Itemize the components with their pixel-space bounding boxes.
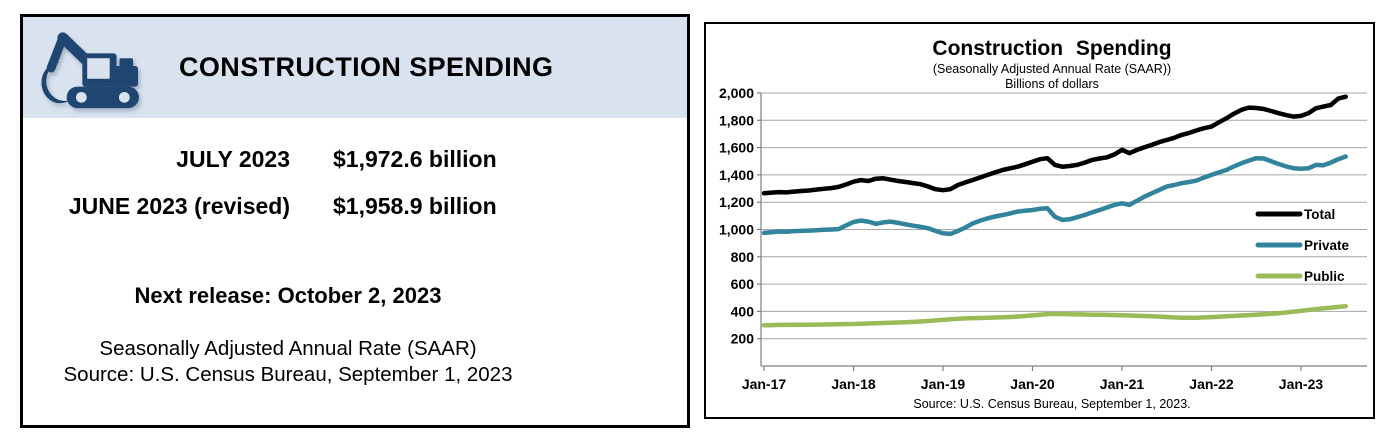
chart-panel: Construction Spending (Seasonally Adjust… (704, 22, 1375, 419)
series-line-private (761, 154, 1348, 237)
chart-title: Construction Spending (932, 37, 1171, 60)
chart-subtitle-saar: (Seasonally Adjusted Annual Rate (SAAR)) (933, 62, 1171, 76)
y-axis-label-2000: 2,000 (719, 85, 754, 101)
y-axis-label-1400: 1,400 (719, 167, 754, 183)
x-axis-label-Jan-20: Jan-20 (1010, 376, 1055, 392)
saar-note-text: Seasonally Adjusted Annual Rate (SAAR) (99, 337, 477, 360)
summary-header-band: CONSTRUCTION SPENDING (23, 17, 687, 118)
y-axis-label-1000: 1,000 (719, 222, 754, 238)
legend-label-public: Public (1304, 269, 1345, 284)
stat-label-july: JULY 2023 (176, 146, 290, 172)
data-series (761, 94, 1348, 328)
construction-spending-chart: Construction Spending (Seasonally Adjust… (719, 37, 1367, 411)
stat-row-july: JULY 2023 $1,972.6 billion (23, 144, 497, 174)
chart-legend: Total Private Public (1255, 207, 1350, 284)
y-axis-labels: 200 400 600 800 1,000 1,200 1,400 1,600 1,800 2,0… (719, 85, 754, 347)
series-line-total (761, 94, 1348, 196)
gridlines (761, 92, 1367, 340)
stat-row-june: JUNE 2023 (revised) $1,958.9 billion (23, 191, 497, 221)
page-title: CONSTRUCTION SPENDING (179, 52, 554, 82)
x-axis-label-Jan-18: Jan-18 (831, 376, 876, 392)
x-axis-labels: Jan-17 Jan-18 Jan-19 Jan-20 Jan-21 Jan-22 Jan-… (742, 376, 1324, 392)
y-axis-label-400: 400 (731, 303, 755, 319)
next-release-text: Next release: October 2, 2023 (134, 283, 442, 308)
y-axis-label-600: 600 (731, 276, 755, 292)
excavator-icon (37, 25, 155, 111)
stat-value-june: $1,958.9 billion (333, 193, 497, 219)
x-axis-label-Jan-22: Jan-22 (1189, 376, 1234, 392)
y-axis-label-1200: 1,200 (719, 194, 754, 210)
x-axis-label-Jan-21: Jan-21 (1100, 376, 1145, 392)
legend-label-private: Private (1304, 238, 1350, 253)
chart-subtitle-units: Billions of dollars (1005, 77, 1099, 91)
chart-source-text: Source: U.S. Census Bureau, September 1,… (913, 397, 1190, 411)
x-axis-label-Jan-19: Jan-19 (921, 376, 966, 392)
source-text: Source: U.S. Census Bureau, September 1,… (63, 363, 513, 386)
summary-panel: CONSTRUCTION SPENDING JULY 2023 $1,972.6… (20, 14, 690, 428)
x-axis-label-Jan-17: Jan-17 (742, 376, 787, 392)
x-axis-label-Jan-23: Jan-23 (1279, 376, 1324, 392)
y-axis-label-1600: 1,600 (719, 140, 754, 156)
stat-value-july: $1,972.6 billion (333, 146, 497, 172)
stat-label-june: JUNE 2023 (revised) (68, 193, 290, 219)
legend-label-total: Total (1304, 207, 1335, 222)
y-axis-label-200: 200 (731, 331, 755, 347)
axes (757, 92, 1367, 371)
y-axis-label-800: 800 (731, 249, 755, 265)
y-axis-label-1800: 1,800 (719, 112, 754, 128)
series-line-public (761, 303, 1348, 328)
